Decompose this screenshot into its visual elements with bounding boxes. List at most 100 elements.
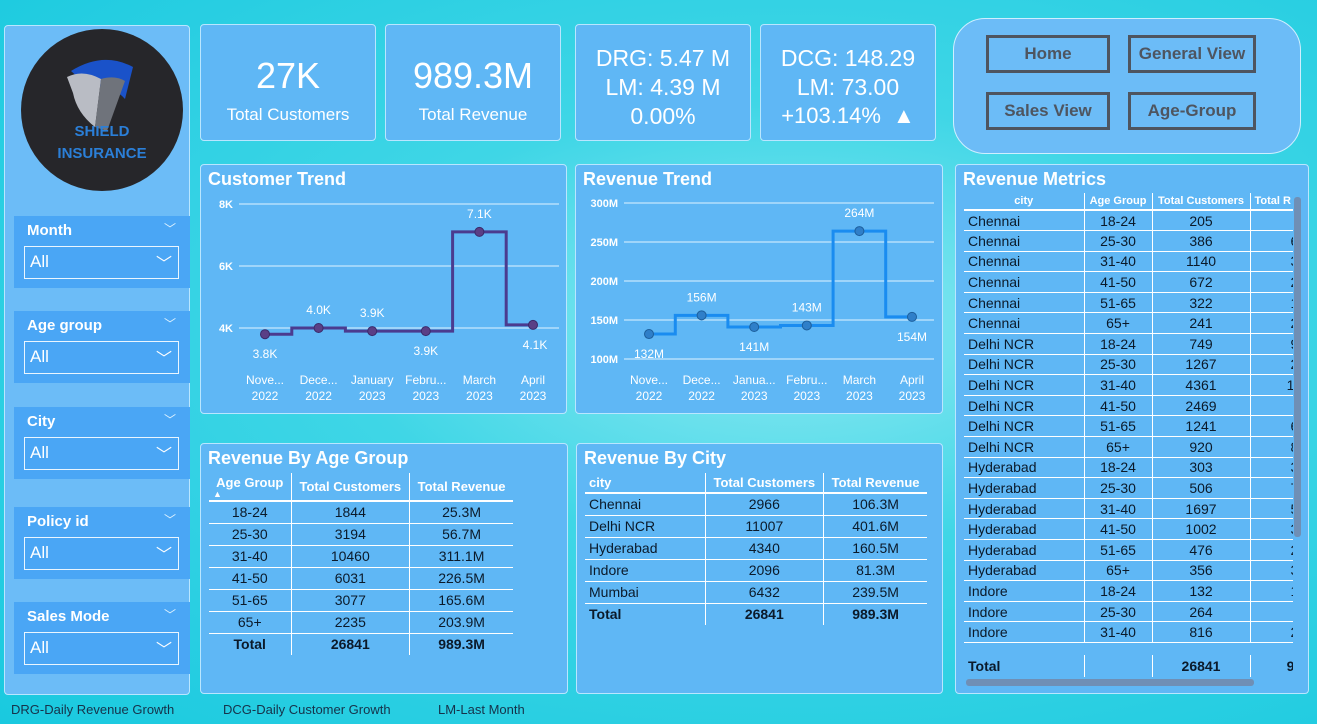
card-title: Revenue By City bbox=[584, 448, 727, 468]
brand-line1: SHIELD bbox=[74, 123, 130, 140]
x-tick-label: Febru... bbox=[786, 373, 827, 387]
chevron-down-icon[interactable]: ﹀ bbox=[163, 513, 176, 527]
chevron-down-icon[interactable]: ﹀ bbox=[163, 413, 176, 427]
table-cell: 25-30 bbox=[1084, 601, 1153, 623]
horizontal-scrollbar[interactable] bbox=[966, 679, 1254, 686]
column-header[interactable]: city bbox=[964, 193, 1085, 211]
y-tick-label: 6K bbox=[219, 261, 233, 273]
column-header[interactable]: Age Group bbox=[1084, 193, 1153, 211]
table-cell: 65+ bbox=[1084, 560, 1153, 582]
table-row[interactable]: Mumbai 6432 239.5M bbox=[585, 581, 927, 604]
x-tick-label: 2023 bbox=[741, 389, 768, 403]
table-row[interactable]: 51-65 3077 165.6M bbox=[209, 589, 513, 612]
table-row[interactable]: Indore 2096 81.3M bbox=[585, 559, 927, 582]
chevron-down-icon[interactable]: ﹀ bbox=[163, 222, 176, 236]
table-cell: 322 bbox=[1152, 292, 1251, 314]
column-header[interactable]: Total Revenue bbox=[823, 473, 927, 494]
y-tick-label: 8K bbox=[219, 199, 233, 211]
chevron-down-icon[interactable]: ﹀ bbox=[163, 317, 176, 331]
dcg-line2: LM: 73.00 bbox=[796, 74, 900, 100]
table-cell: Delhi NCR bbox=[585, 515, 706, 538]
dropdown-value: All bbox=[30, 543, 49, 562]
table-cell: 33. bbox=[1250, 560, 1293, 582]
x-tick-label: Nove... bbox=[630, 373, 668, 387]
chevron-down-icon[interactable]: ﹀ bbox=[163, 608, 176, 622]
age-group-button[interactable]: Age-Group bbox=[1128, 92, 1256, 130]
sales-view-button[interactable]: Sales View bbox=[986, 92, 1110, 130]
column-header[interactable]: Total Revenue bbox=[409, 473, 513, 502]
data-point bbox=[749, 322, 760, 333]
sales-mode-dropdown[interactable]: All ﹀ bbox=[24, 632, 179, 665]
table-row[interactable]: 41-50 6031 226.5M bbox=[209, 567, 513, 590]
table-row[interactable]: 25-30 3194 56.7M bbox=[209, 523, 513, 546]
series-line bbox=[649, 229, 912, 336]
column-header[interactable]: city bbox=[585, 473, 706, 494]
column-header[interactable]: Total Customers bbox=[705, 473, 825, 494]
table-row[interactable]: 18-24 1844 25.3M bbox=[209, 501, 513, 524]
column-header[interactable]: Total R bbox=[1250, 193, 1293, 211]
age-group-dropdown[interactable]: All ﹀ bbox=[24, 341, 179, 374]
column-header[interactable]: Total Customers bbox=[291, 473, 411, 502]
general-view-button[interactable]: General View bbox=[1128, 35, 1256, 73]
table-cell: 1844 bbox=[291, 501, 411, 524]
table-cell: 82. bbox=[1250, 436, 1293, 458]
table-cell: 920 bbox=[1152, 436, 1251, 458]
table-row[interactable]: 65+ 2235 203.9M bbox=[209, 611, 513, 634]
table-row[interactable]: 31-40 10460 311.1M bbox=[209, 545, 513, 568]
table-cell: Hyderabad bbox=[964, 498, 1085, 520]
table-cell: Chennai bbox=[964, 230, 1085, 252]
table-cell: Delhi NCR bbox=[964, 415, 1085, 438]
metrics-table: city Age Group Total Customers Total R C… bbox=[964, 193, 1293, 643]
table-cell: 18-24 bbox=[1084, 333, 1153, 355]
total-cell: 26841 bbox=[705, 603, 825, 625]
x-tick-label: 2023 bbox=[412, 389, 439, 403]
policy-id-dropdown[interactable]: All ﹀ bbox=[24, 537, 179, 570]
vertical-scrollbar[interactable] bbox=[1294, 197, 1301, 537]
table-cell: 31-40 bbox=[1084, 374, 1153, 396]
chevron-down-icon[interactable]: ﹀ bbox=[155, 447, 172, 464]
sort-column-header[interactable]: Age Group ▲ bbox=[209, 473, 292, 502]
table-row[interactable]: Delhi NCR 11007 401.6M bbox=[585, 515, 927, 538]
chevron-down-icon[interactable]: ﹀ bbox=[155, 256, 172, 273]
chevron-down-icon[interactable]: ﹀ bbox=[155, 547, 172, 564]
table-row[interactable]: Chennai 2966 106.3M bbox=[585, 493, 927, 516]
chevron-down-icon[interactable]: ﹀ bbox=[155, 351, 172, 368]
month-dropdown[interactable]: All ﹀ bbox=[24, 246, 179, 279]
data-point bbox=[907, 311, 917, 322]
table-cell: 18-24 bbox=[1084, 580, 1153, 602]
table-row[interactable]: Hyderabad 4340 160.5M bbox=[585, 537, 927, 560]
column-header[interactable]: Total Customers bbox=[1152, 193, 1251, 211]
chevron-down-icon[interactable]: ﹀ bbox=[155, 642, 172, 659]
slicer-label: Month bbox=[27, 222, 72, 239]
table-cell: 25-30 bbox=[1084, 354, 1153, 376]
table-cell: Chennai bbox=[585, 493, 706, 516]
home-button[interactable]: Home bbox=[986, 35, 1110, 73]
table-cell: Chennai bbox=[964, 251, 1085, 273]
city-dropdown[interactable]: All ﹀ bbox=[24, 437, 179, 470]
data-point bbox=[474, 226, 485, 237]
age-group-table: Age Group ▲ Total Customers Total Revenue… bbox=[209, 473, 513, 655]
table-cell: 11007 bbox=[705, 515, 825, 538]
total-row: Total 26841 989.3M bbox=[209, 633, 513, 655]
